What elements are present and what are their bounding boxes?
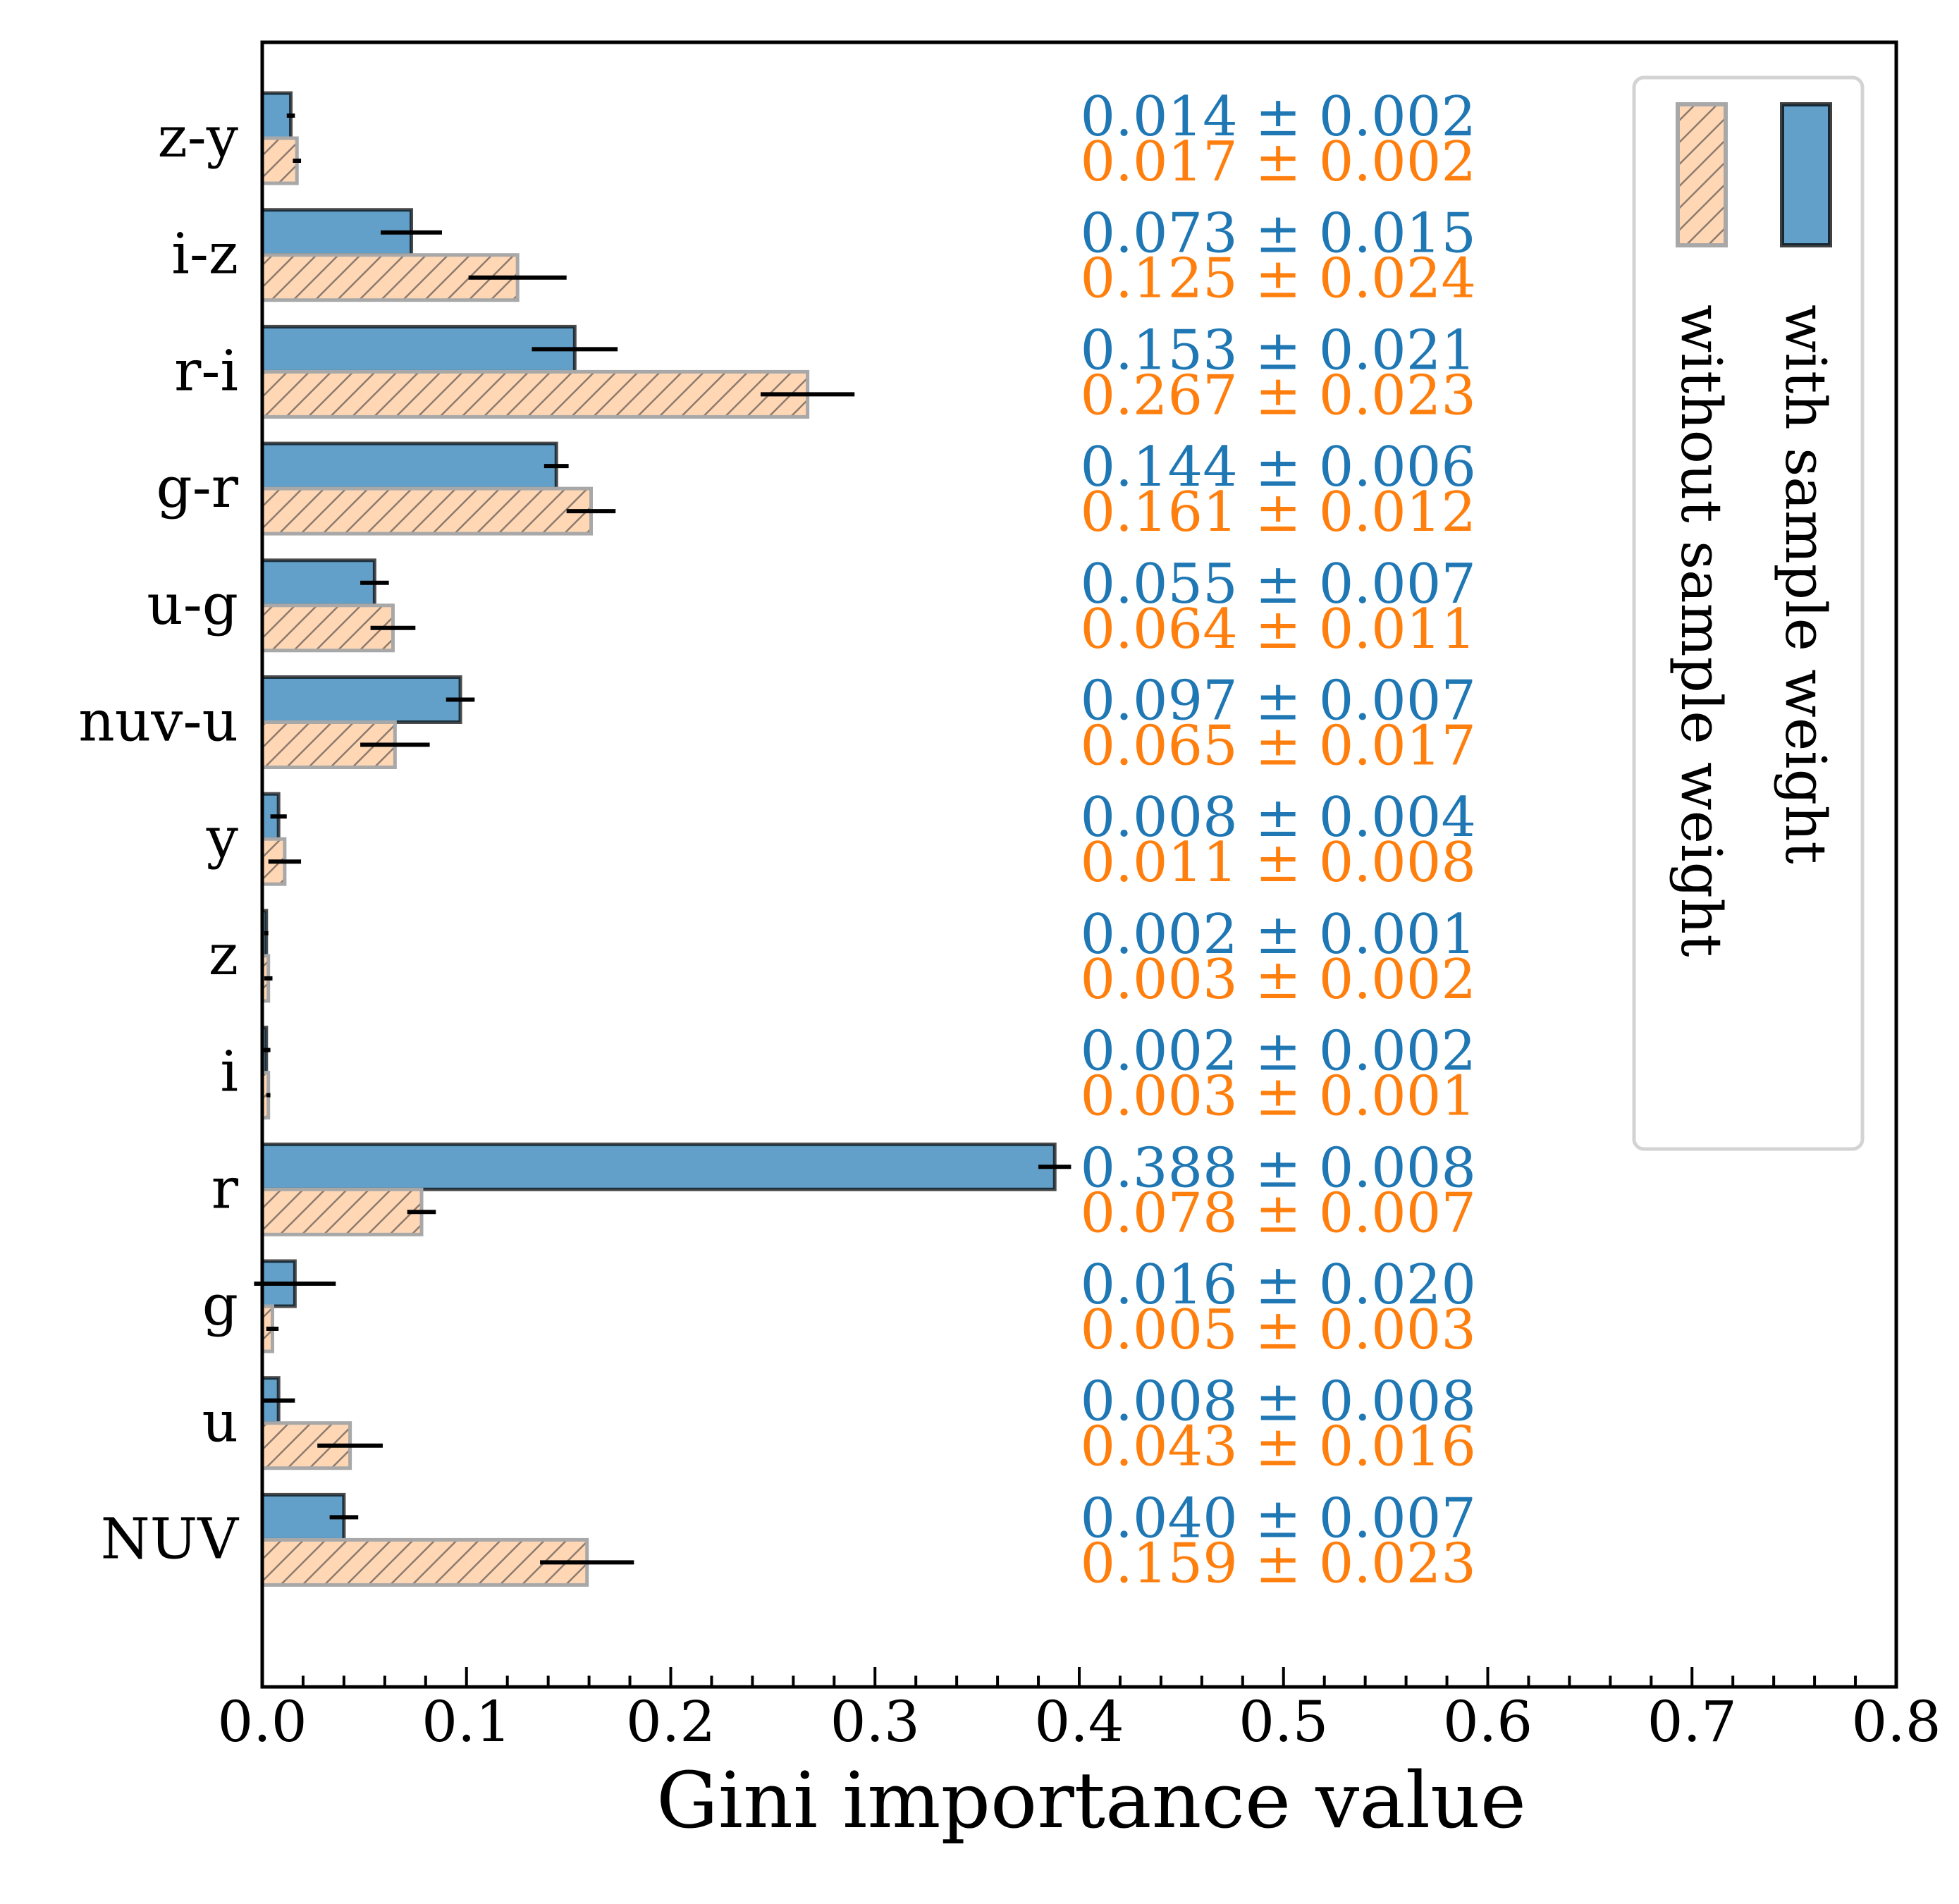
y-tick-label: u bbox=[202, 1389, 238, 1455]
x-tick-label: 0.8 bbox=[1851, 1689, 1941, 1755]
y-tick-label: g bbox=[202, 1272, 238, 1338]
annotation-with-weight: 0.014 ± 0.002 bbox=[1080, 85, 1476, 149]
error-bars-layer bbox=[254, 113, 1071, 1565]
bar-without-weight bbox=[260, 486, 593, 536]
annotation-with-weight: 0.002 ± 0.002 bbox=[1080, 1020, 1476, 1083]
x-tick-label: 0.0 bbox=[217, 1689, 307, 1755]
y-tick-label: i-z bbox=[171, 221, 238, 287]
x-tick-label: 0.7 bbox=[1647, 1689, 1737, 1755]
annotation-without-weight: 0.125 ± 0.024 bbox=[1080, 247, 1476, 311]
annotation-with-weight: 0.073 ± 0.015 bbox=[1080, 202, 1476, 266]
legend-frame bbox=[1632, 75, 1865, 1151]
bar-with-weight bbox=[260, 324, 577, 374]
annotation-with-weight: 0.144 ± 0.006 bbox=[1080, 436, 1476, 499]
y-tick-label: r bbox=[211, 1155, 239, 1221]
x-tick-label: 0.1 bbox=[422, 1689, 511, 1755]
y-tick-label: z bbox=[209, 922, 238, 988]
y-tick-label: z-y bbox=[158, 104, 238, 170]
bar-without-weight bbox=[260, 1187, 424, 1236]
annotation-without-weight: 0.017 ± 0.002 bbox=[1080, 130, 1476, 194]
annotation-with-weight: 0.040 ± 0.007 bbox=[1080, 1487, 1476, 1550]
annotation-without-weight: 0.043 ± 0.016 bbox=[1080, 1415, 1476, 1479]
annotation-with-weight: 0.002 ± 0.001 bbox=[1080, 903, 1476, 966]
annotation-with-weight: 0.097 ± 0.007 bbox=[1080, 670, 1476, 733]
annotation-with-weight: 0.008 ± 0.004 bbox=[1080, 786, 1476, 849]
x-tick-label: 0.3 bbox=[830, 1689, 920, 1755]
annotation-without-weight: 0.005 ± 0.003 bbox=[1080, 1298, 1476, 1362]
bar-with-weight bbox=[260, 1142, 1057, 1191]
y-tick-label: u-g bbox=[147, 572, 238, 637]
y-tick-label: nuv-u bbox=[78, 689, 238, 754]
annotation-with-weight: 0.016 ± 0.020 bbox=[1080, 1253, 1476, 1317]
annotation-without-weight: 0.064 ± 0.011 bbox=[1080, 598, 1476, 661]
bar-with-weight bbox=[260, 91, 293, 140]
x-tick-label: 0.4 bbox=[1034, 1689, 1124, 1755]
legend-swatch-with-weight bbox=[1780, 102, 1832, 247]
annotation-with-weight: 0.153 ± 0.021 bbox=[1080, 319, 1476, 382]
annotation-without-weight: 0.159 ± 0.023 bbox=[1080, 1532, 1476, 1595]
y-tick-label: y bbox=[206, 805, 238, 871]
legend: with sample weight without sample weight bbox=[1632, 75, 1865, 1151]
legend-label-with-weight: with sample weight bbox=[1773, 305, 1838, 864]
bar-with-weight bbox=[260, 441, 558, 491]
x-tick-label: 0.2 bbox=[626, 1689, 716, 1755]
bars-layer bbox=[260, 91, 1057, 1587]
bar-without-weight bbox=[260, 136, 299, 185]
annotation-without-weight: 0.267 ± 0.023 bbox=[1080, 364, 1476, 427]
annotation-without-weight: 0.161 ± 0.012 bbox=[1080, 481, 1476, 544]
annotation-without-weight: 0.078 ± 0.007 bbox=[1080, 1181, 1476, 1245]
bar-with-weight bbox=[260, 558, 376, 608]
y-tick-label: r-i bbox=[174, 338, 238, 403]
annotation-without-weight: 0.003 ± 0.002 bbox=[1080, 948, 1476, 1012]
y-tick-label: i bbox=[220, 1039, 238, 1105]
x-tick-label: 0.5 bbox=[1239, 1689, 1328, 1755]
annotation-with-weight: 0.008 ± 0.008 bbox=[1080, 1370, 1476, 1434]
bar-with-weight bbox=[260, 675, 462, 724]
bar-without-weight bbox=[260, 369, 810, 419]
y-tick-label: g-r bbox=[156, 455, 239, 520]
legend-label-without-weight: without sample weight bbox=[1669, 305, 1734, 957]
annotation-without-weight: 0.003 ± 0.001 bbox=[1080, 1065, 1476, 1129]
annotation-without-weight: 0.011 ± 0.008 bbox=[1080, 831, 1476, 895]
y-tick-label: NUV bbox=[101, 1506, 239, 1571]
annotation-with-weight: 0.055 ± 0.007 bbox=[1080, 553, 1476, 616]
bar-without-weight bbox=[260, 1537, 589, 1587]
x-axis-label: Gini importance value bbox=[656, 1755, 1526, 1845]
annotation-with-weight: 0.388 ± 0.008 bbox=[1080, 1136, 1476, 1200]
legend-swatch-without-weight bbox=[1676, 102, 1728, 247]
annotation-without-weight: 0.065 ± 0.017 bbox=[1080, 715, 1476, 778]
x-tick-label: 0.6 bbox=[1443, 1689, 1533, 1755]
